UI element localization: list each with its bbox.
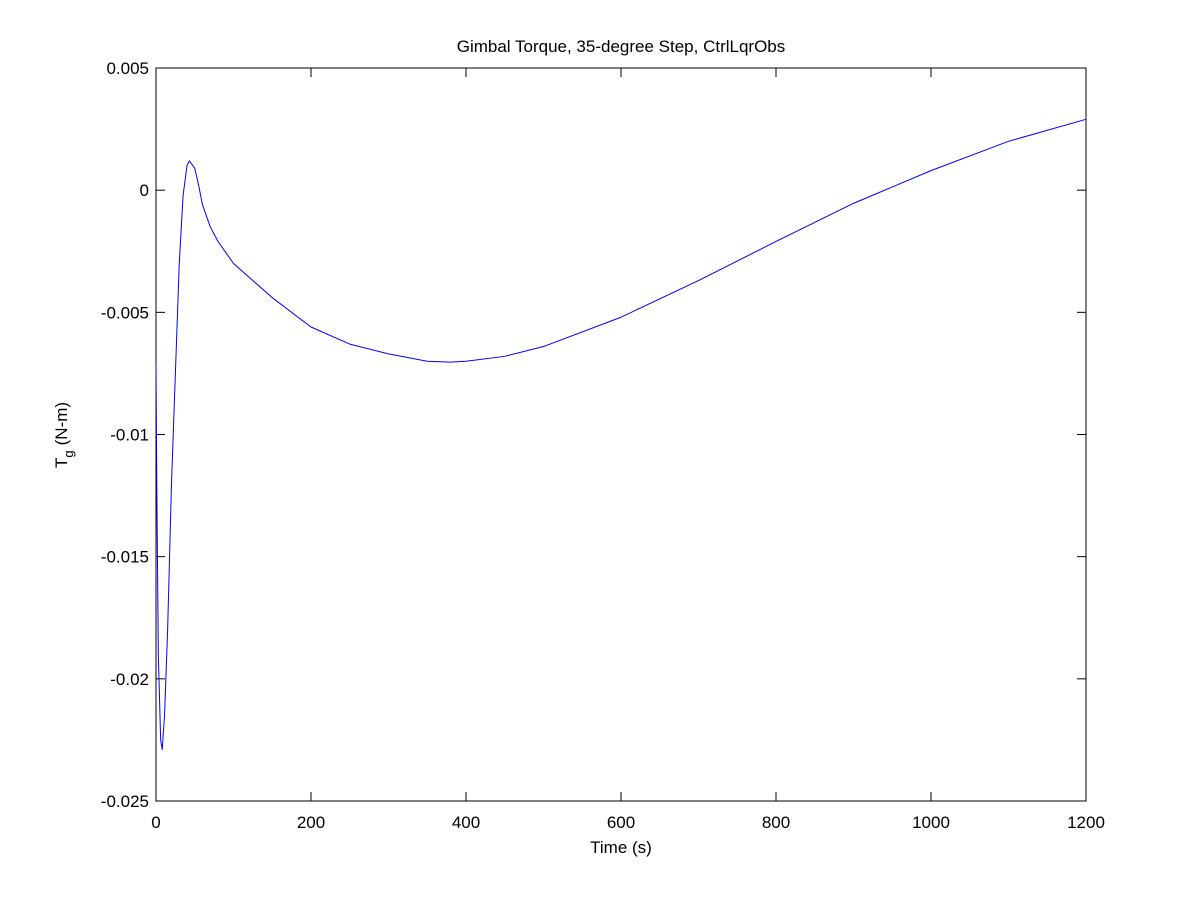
data-line: [155, 118, 1087, 751]
x-tick-label: 400: [452, 813, 480, 832]
x-tick-label: 0: [151, 813, 160, 832]
y-label-main: T: [52, 458, 71, 468]
y-label-rest: (N-m): [52, 402, 71, 445]
y-axis-label: Tg (N-m): [52, 402, 76, 468]
y-tick-label: -0.01: [110, 426, 149, 445]
y-tick-label: -0.015: [101, 548, 149, 567]
y-tick-label: -0.005: [101, 303, 149, 322]
x-axis-label: Time (s): [590, 838, 652, 857]
x-tick-label: 200: [297, 813, 325, 832]
x-tick-label: 800: [762, 813, 790, 832]
y-tick-label: -0.02: [110, 670, 149, 689]
y-label-sub: g: [61, 450, 76, 457]
y-tick-label: -0.025: [101, 792, 149, 811]
x-tick-label: 1000: [912, 813, 950, 832]
y-tick-label: 0.005: [106, 59, 149, 78]
chart-title: Gimbal Torque, 35-degree Step, CtrlLqrOb…: [457, 37, 786, 56]
x-tick-label: 1200: [1067, 813, 1105, 832]
y-tick-label: 0: [140, 181, 149, 200]
x-tick-label: 600: [607, 813, 635, 832]
plot-frame: [155, 67, 1087, 802]
